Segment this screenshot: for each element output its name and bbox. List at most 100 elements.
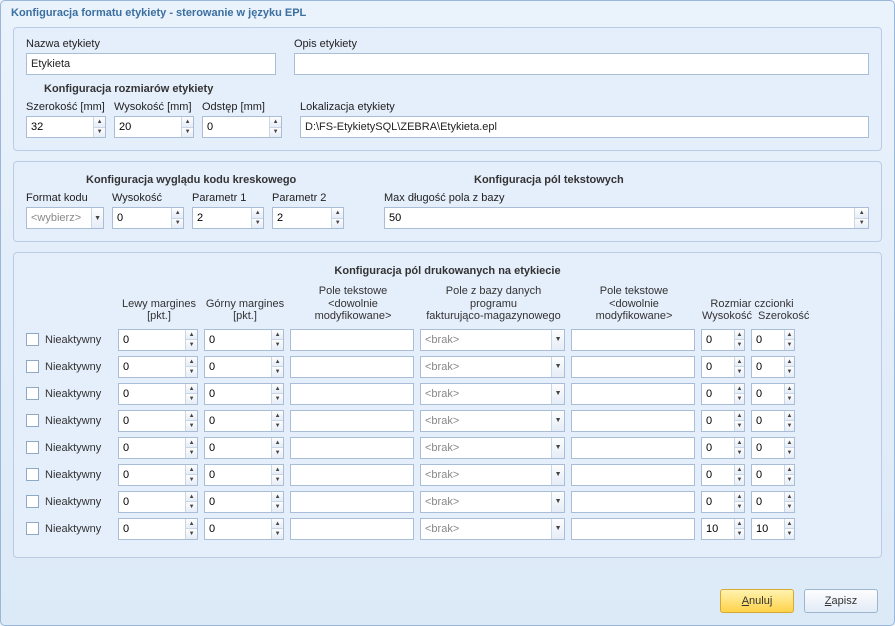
top-margin-spinner[interactable]: ▲▼ [204, 410, 284, 432]
font-width-spinner-input[interactable] [752, 519, 784, 539]
font-width-spinner[interactable]: ▲▼ [751, 356, 795, 378]
font-height-spinner[interactable]: ▲▼ [701, 410, 745, 432]
kod-wysokosc-input[interactable] [113, 208, 171, 228]
spin-down-icon[interactable]: ▼ [182, 128, 193, 138]
spin-up-icon[interactable]: ▲ [186, 492, 197, 503]
wysokosc-spinner[interactable]: ▲▼ [114, 116, 194, 138]
top-margin-spinner[interactable]: ▲▼ [204, 329, 284, 351]
spin-down-icon[interactable]: ▼ [785, 340, 794, 350]
top-margin-spinner-input[interactable] [205, 438, 271, 458]
spin-down-icon[interactable]: ▼ [186, 421, 197, 431]
db-field-combo[interactable]: ▼ [420, 518, 565, 540]
chevron-down-icon[interactable]: ▼ [551, 438, 564, 458]
row-active-checkbox[interactable] [26, 441, 39, 454]
spin-down-icon[interactable]: ▼ [785, 448, 794, 458]
spin-down-icon[interactable]: ▼ [186, 448, 197, 458]
chevron-down-icon[interactable]: ▼ [91, 208, 103, 228]
left-margin-spinner-input[interactable] [119, 492, 185, 512]
top-margin-spinner[interactable]: ▲▼ [204, 464, 284, 486]
free-text-2-input[interactable] [571, 383, 695, 405]
free-text-2-input[interactable] [571, 356, 695, 378]
spin-up-icon[interactable]: ▲ [735, 492, 744, 503]
spin-down-icon[interactable]: ▼ [272, 529, 283, 539]
font-width-spinner-input[interactable] [752, 492, 784, 512]
font-height-spinner[interactable]: ▲▼ [701, 383, 745, 405]
spin-up-icon[interactable]: ▲ [186, 330, 197, 341]
spin-up-icon[interactable]: ▲ [735, 519, 744, 530]
spin-up-icon[interactable]: ▲ [272, 357, 283, 368]
font-width-spinner-input[interactable] [752, 330, 784, 350]
spin-up-icon[interactable]: ▲ [785, 384, 794, 395]
free-text-1-input[interactable] [290, 437, 414, 459]
db-field-combo[interactable]: ▼ [420, 329, 565, 351]
spin-down-icon[interactable]: ▼ [332, 219, 343, 229]
spin-down-icon[interactable]: ▼ [172, 219, 183, 229]
font-width-spinner[interactable]: ▲▼ [751, 329, 795, 351]
free-text-1-input[interactable] [290, 464, 414, 486]
free-text-1-input[interactable] [290, 383, 414, 405]
format-kodu-combo[interactable]: ▼ [26, 207, 104, 229]
spin-up-icon[interactable]: ▲ [272, 438, 283, 449]
spin-down-icon[interactable]: ▼ [186, 475, 197, 485]
spin-up-icon[interactable]: ▲ [785, 411, 794, 422]
left-margin-spinner[interactable]: ▲▼ [118, 491, 198, 513]
font-height-spinner[interactable]: ▲▼ [701, 518, 745, 540]
parametr2-spinner[interactable]: ▲▼ [272, 207, 344, 229]
font-width-spinner[interactable]: ▲▼ [751, 518, 795, 540]
spin-down-icon[interactable]: ▼ [735, 475, 744, 485]
spin-down-icon[interactable]: ▼ [186, 502, 197, 512]
spin-down-icon[interactable]: ▼ [855, 219, 868, 229]
db-field-combo[interactable]: ▼ [420, 491, 565, 513]
font-width-spinner-input[interactable] [752, 384, 784, 404]
top-margin-spinner-input[interactable] [205, 519, 271, 539]
lokalizacja-input[interactable] [300, 116, 869, 138]
font-height-spinner[interactable]: ▲▼ [701, 356, 745, 378]
free-text-1-input[interactable] [290, 518, 414, 540]
spin-down-icon[interactable]: ▼ [735, 448, 744, 458]
left-margin-spinner[interactable]: ▲▼ [118, 356, 198, 378]
spin-down-icon[interactable]: ▼ [252, 219, 263, 229]
top-margin-spinner-input[interactable] [205, 384, 271, 404]
szerokosc-input[interactable] [27, 117, 93, 137]
spin-up-icon[interactable]: ▲ [785, 519, 794, 530]
top-margin-spinner-input[interactable] [205, 465, 271, 485]
spin-down-icon[interactable]: ▼ [735, 394, 744, 404]
spin-down-icon[interactable]: ▼ [270, 128, 281, 138]
chevron-down-icon[interactable]: ▼ [551, 357, 564, 377]
chevron-down-icon[interactable]: ▼ [551, 411, 564, 431]
font-width-spinner-input[interactable] [752, 465, 784, 485]
spin-up-icon[interactable]: ▲ [186, 519, 197, 530]
chevron-down-icon[interactable]: ▼ [551, 330, 564, 350]
top-margin-spinner-input[interactable] [205, 330, 271, 350]
left-margin-spinner-input[interactable] [119, 384, 185, 404]
row-active-checkbox[interactable] [26, 522, 39, 535]
spin-up-icon[interactable]: ▲ [186, 465, 197, 476]
opis-etykiety-input[interactable] [294, 53, 869, 75]
free-text-1-input[interactable] [290, 491, 414, 513]
left-margin-spinner[interactable]: ▲▼ [118, 437, 198, 459]
spin-down-icon[interactable]: ▼ [735, 367, 744, 377]
row-active-checkbox[interactable] [26, 387, 39, 400]
font-width-spinner[interactable]: ▲▼ [751, 383, 795, 405]
spin-up-icon[interactable]: ▲ [272, 384, 283, 395]
font-height-spinner-input[interactable] [702, 411, 734, 431]
font-width-spinner[interactable]: ▲▼ [751, 410, 795, 432]
top-margin-spinner[interactable]: ▲▼ [204, 383, 284, 405]
spin-down-icon[interactable]: ▼ [785, 502, 794, 512]
font-height-spinner-input[interactable] [702, 330, 734, 350]
chevron-down-icon[interactable]: ▼ [551, 492, 564, 512]
spin-down-icon[interactable]: ▼ [272, 475, 283, 485]
spin-up-icon[interactable]: ▲ [186, 357, 197, 368]
spin-up-icon[interactable]: ▲ [172, 208, 183, 219]
spin-up-icon[interactable]: ▲ [182, 117, 193, 128]
left-margin-spinner-input[interactable] [119, 465, 185, 485]
free-text-1-input[interactable] [290, 410, 414, 432]
nazwa-etykiety-input[interactable] [26, 53, 276, 75]
max-dlugosc-input[interactable] [385, 208, 854, 228]
top-margin-spinner-input[interactable] [205, 357, 271, 377]
db-field-combo[interactable]: ▼ [420, 464, 565, 486]
kod-wysokosc-spinner[interactable]: ▲▼ [112, 207, 184, 229]
spin-down-icon[interactable]: ▼ [272, 394, 283, 404]
spin-down-icon[interactable]: ▼ [272, 502, 283, 512]
font-height-spinner-input[interactable] [702, 492, 734, 512]
